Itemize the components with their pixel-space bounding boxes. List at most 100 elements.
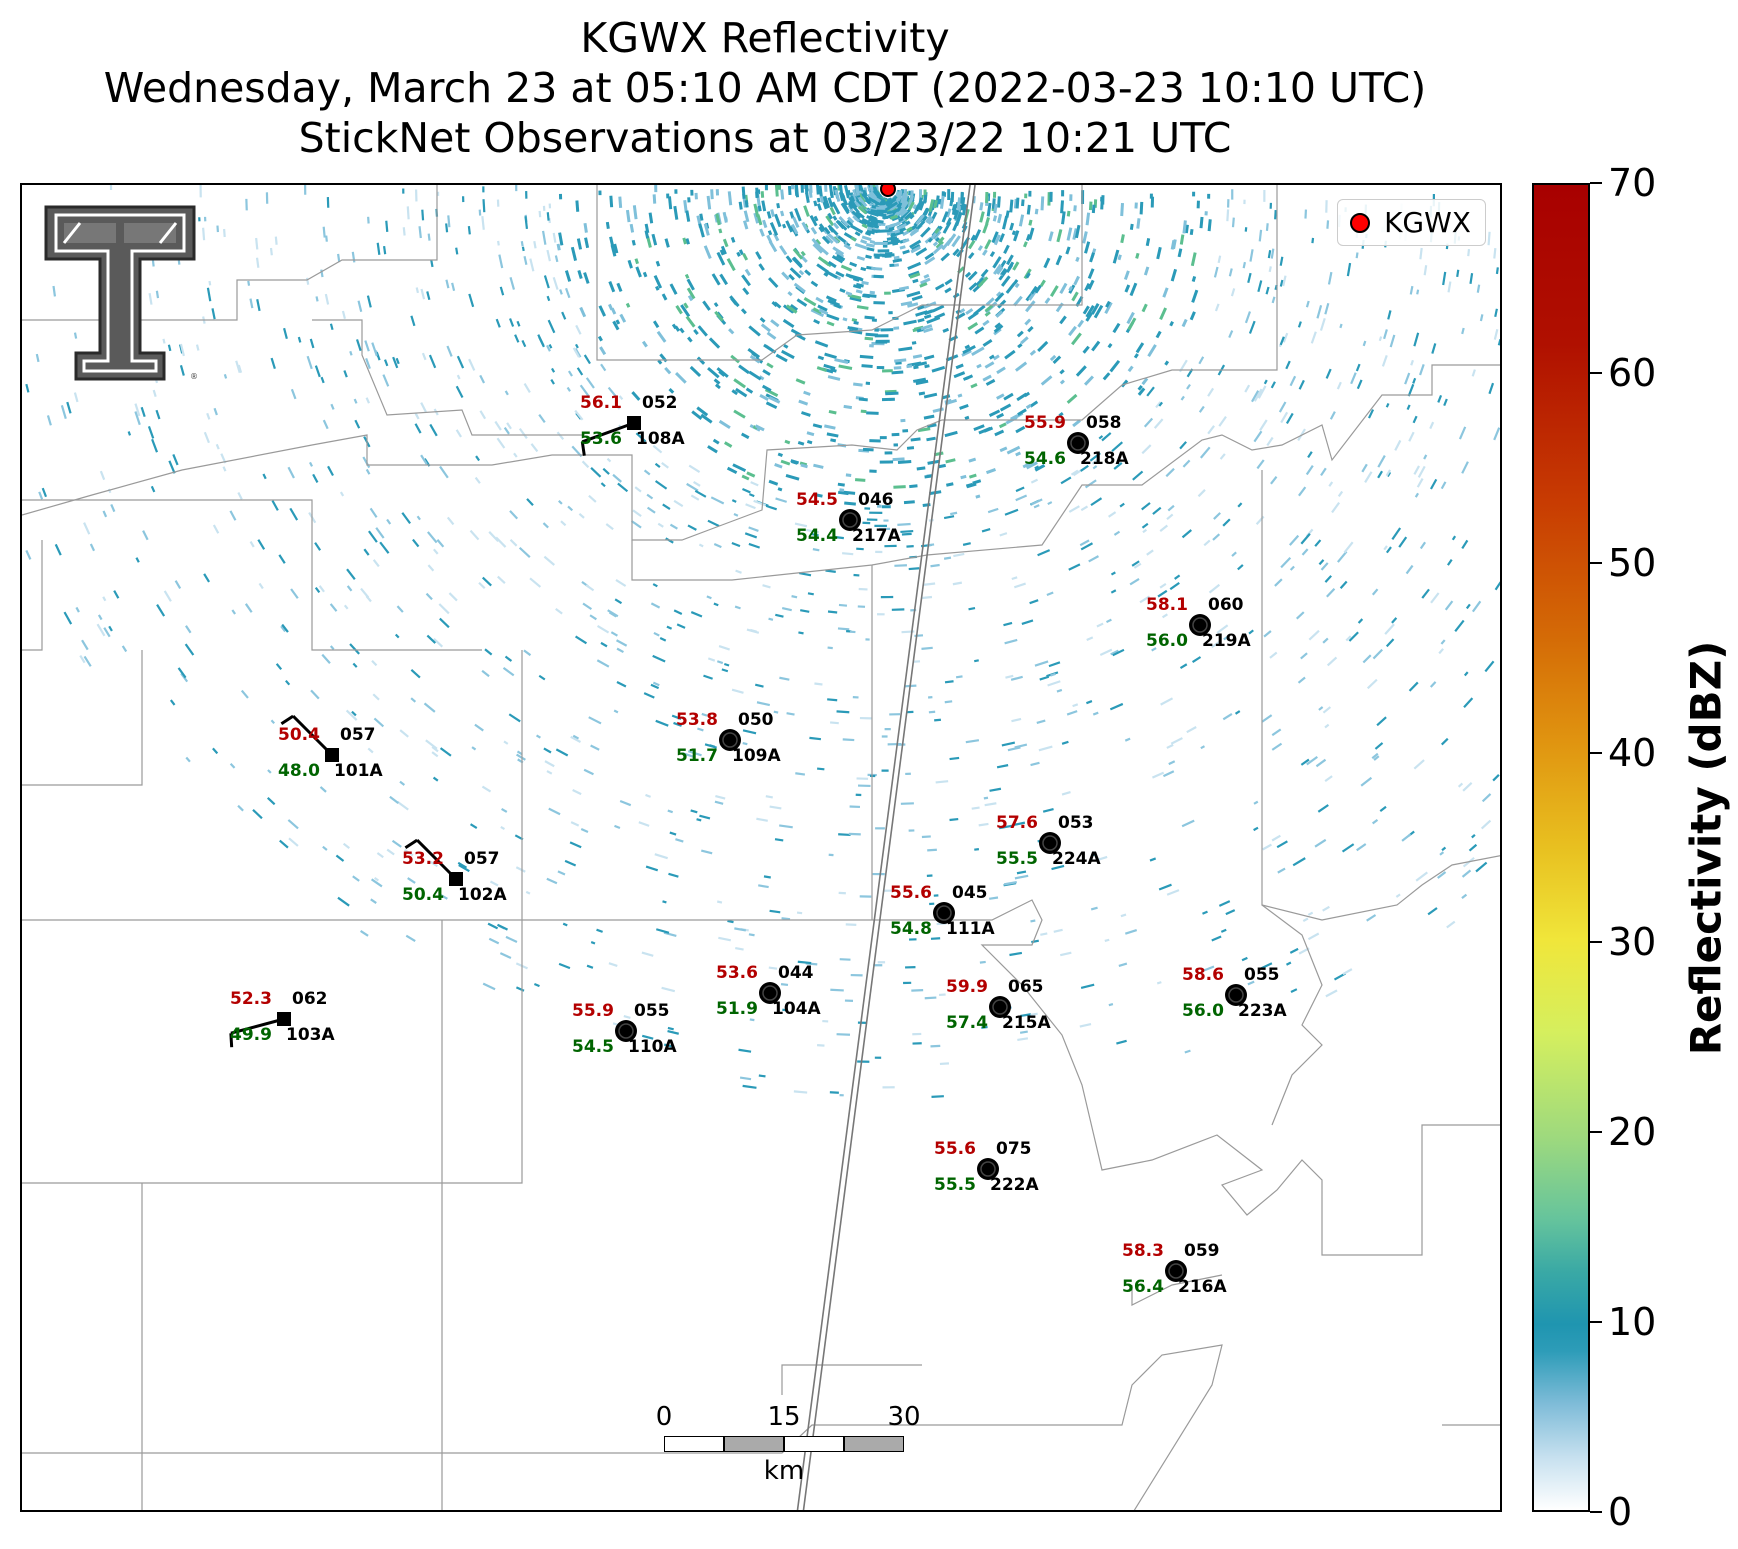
echo-speck (113, 590, 120, 599)
station-marker-110A[interactable] (615, 1020, 637, 1042)
echo-speck (1017, 343, 1023, 349)
echo-speck (1404, 372, 1411, 385)
echo-speck (548, 344, 553, 349)
echo-speck (707, 519, 720, 527)
echo-speck (996, 291, 1002, 297)
echo-speck (792, 256, 803, 268)
echo-speck (1034, 208, 1039, 215)
echo-speck (834, 189, 841, 202)
echo-speck (924, 256, 936, 266)
echo-speck (816, 197, 821, 203)
echo-speck (1419, 363, 1425, 376)
echo-speck (1234, 710, 1241, 715)
echo-speck (179, 343, 185, 357)
station-marker-109A[interactable] (719, 729, 741, 751)
echo-speck (1023, 391, 1031, 398)
echo-speck (716, 660, 724, 665)
echo-speck (775, 613, 784, 618)
station-marker-102A[interactable] (449, 872, 463, 886)
echo-speck (745, 387, 754, 394)
echo-speck (682, 752, 694, 758)
echo-speck (1350, 372, 1357, 385)
echo-speck (699, 213, 704, 221)
echo-speck (707, 657, 716, 662)
echo-speck (391, 839, 402, 848)
station-id-222A: 222A (990, 1175, 1039, 1195)
echo-speck (405, 934, 416, 942)
echo-speck (66, 401, 72, 414)
echo-speck (1310, 331, 1317, 344)
echo-speck (439, 893, 448, 900)
echo-speck (396, 605, 404, 613)
station-marker-111A[interactable] (933, 902, 955, 924)
station-marker-101A[interactable] (325, 748, 339, 762)
echo-speck (733, 378, 746, 389)
echo-speck (743, 210, 750, 223)
echo-speck (871, 266, 883, 271)
echo-speck (389, 795, 399, 805)
colorbar-tick-label: 30 (1608, 920, 1657, 965)
echo-speck (832, 246, 845, 256)
station-marker-216A[interactable] (1165, 1260, 1187, 1282)
echo-speck (915, 379, 929, 386)
echo-speck (1050, 285, 1059, 297)
echo-speck (481, 669, 490, 678)
station-marker-103A[interactable] (277, 1012, 291, 1026)
station-marker-219A[interactable] (1189, 614, 1211, 636)
echo-speck (407, 877, 416, 884)
echo-speck (1317, 804, 1329, 813)
echo-speck (1231, 217, 1235, 228)
echo-speck (945, 208, 952, 218)
echo-speck (748, 933, 755, 937)
echo-speck (960, 192, 964, 204)
echo-speck (758, 884, 769, 889)
echo-speck (1408, 431, 1415, 442)
echo-speck (1018, 214, 1025, 227)
echo-speck (999, 403, 1012, 412)
echo-speck (1279, 279, 1284, 287)
echo-speck (421, 209, 425, 221)
echo-speck (249, 540, 255, 548)
echo-speck (1011, 230, 1017, 236)
calm-ring-224A (1042, 835, 1058, 851)
echo-speck (891, 370, 904, 375)
echo-speck (830, 438, 837, 443)
echo-speck (1228, 268, 1233, 277)
echo-speck (494, 420, 502, 431)
station-marker-222A[interactable] (977, 1158, 999, 1180)
echo-speck (599, 346, 607, 356)
station-marker-108A[interactable] (627, 416, 641, 430)
echo-speck (1015, 451, 1022, 457)
echo-speck (956, 197, 962, 210)
echo-speck (1186, 726, 1197, 734)
echo-speck (523, 382, 531, 394)
station-marker-218A[interactable] (1067, 432, 1089, 454)
station-marker-104A[interactable] (759, 982, 781, 1004)
echo-speck (343, 370, 348, 378)
echo-speck (989, 251, 996, 258)
echo-speck (826, 432, 839, 438)
echo-speck (866, 242, 875, 248)
echo-speck (785, 255, 793, 263)
station-marker-223A[interactable] (1225, 984, 1247, 1006)
echo-speck (1003, 392, 1014, 401)
station-marker-215A[interactable] (989, 996, 1011, 1018)
echo-speck (543, 747, 552, 754)
echo-speck (652, 583, 658, 588)
echo-speck (816, 263, 829, 274)
echo-speck (752, 425, 758, 430)
station-marker-224A[interactable] (1039, 832, 1061, 854)
echo-speck (688, 464, 701, 474)
echo-speck (1021, 619, 1034, 626)
echo-speck (1044, 297, 1051, 305)
echo-speck (1226, 209, 1230, 222)
echo-speck (274, 236, 278, 245)
echo-speck (918, 391, 926, 396)
radar-map[interactable]: ® KGWX 56.1 052 53.6 108A 55.9 058 54.6 218A 54.… (20, 183, 1502, 1512)
station-marker-217A[interactable] (839, 509, 861, 531)
echo-speck (687, 336, 693, 343)
echo-speck (815, 493, 823, 498)
echo-speck (968, 606, 976, 611)
echo-speck (1124, 737, 1131, 742)
echo-speck (1289, 947, 1299, 954)
